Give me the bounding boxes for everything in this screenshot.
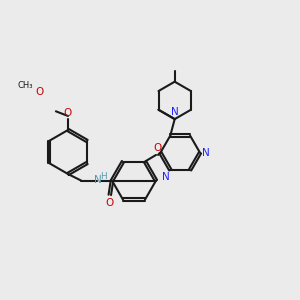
Text: O: O bbox=[153, 143, 161, 153]
Text: N: N bbox=[171, 107, 178, 117]
Text: N: N bbox=[161, 172, 169, 182]
Text: CH₃: CH₃ bbox=[17, 82, 33, 91]
Text: H: H bbox=[100, 172, 107, 181]
Text: O: O bbox=[106, 198, 114, 208]
Text: N: N bbox=[202, 148, 210, 158]
Text: N: N bbox=[94, 175, 101, 184]
Text: O: O bbox=[36, 87, 44, 97]
Text: O: O bbox=[63, 108, 71, 118]
